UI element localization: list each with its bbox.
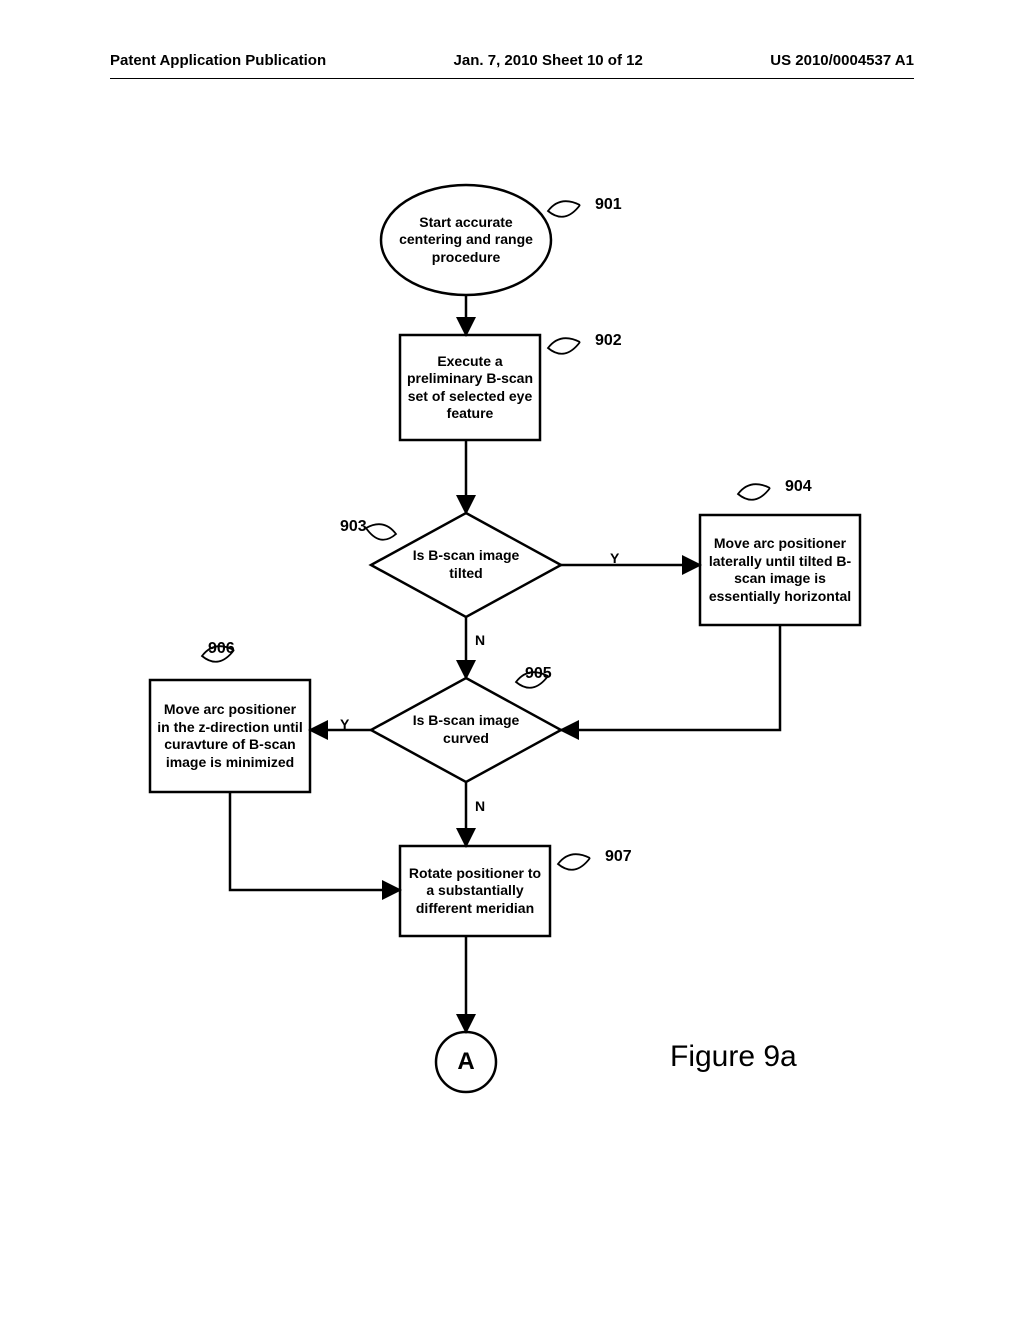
- node-text-n903: Is B-scan image tilted: [407, 529, 525, 602]
- edge-label: N: [475, 798, 485, 814]
- edge-label: Y: [610, 550, 619, 566]
- node-text-n902: Execute a preliminary B-scan set of sele…: [406, 339, 534, 436]
- ref-903: 903: [340, 518, 367, 536]
- ref-906: 906: [208, 640, 235, 658]
- ref-901: 901: [595, 196, 622, 214]
- node-text-n901: Start accurate centering and range proce…: [393, 195, 539, 285]
- ref-905: 905: [525, 665, 552, 683]
- edge-label: Y: [340, 716, 349, 732]
- node-text-n907: Rotate positioner to a substantially dif…: [406, 850, 544, 932]
- node-text-n905: Is B-scan image curved: [407, 694, 525, 767]
- node-text-nA: A: [436, 1032, 496, 1092]
- figure-label: Figure 9a: [670, 1040, 797, 1074]
- node-text-n906: Move arc positioner in the z-direction u…: [156, 684, 304, 788]
- node-text-n904: Move arc positioner laterally until tilt…: [706, 519, 854, 621]
- ref-904: 904: [785, 478, 812, 496]
- ref-907: 907: [605, 848, 632, 866]
- edge-label: N: [475, 632, 485, 648]
- ref-902: 902: [595, 332, 622, 350]
